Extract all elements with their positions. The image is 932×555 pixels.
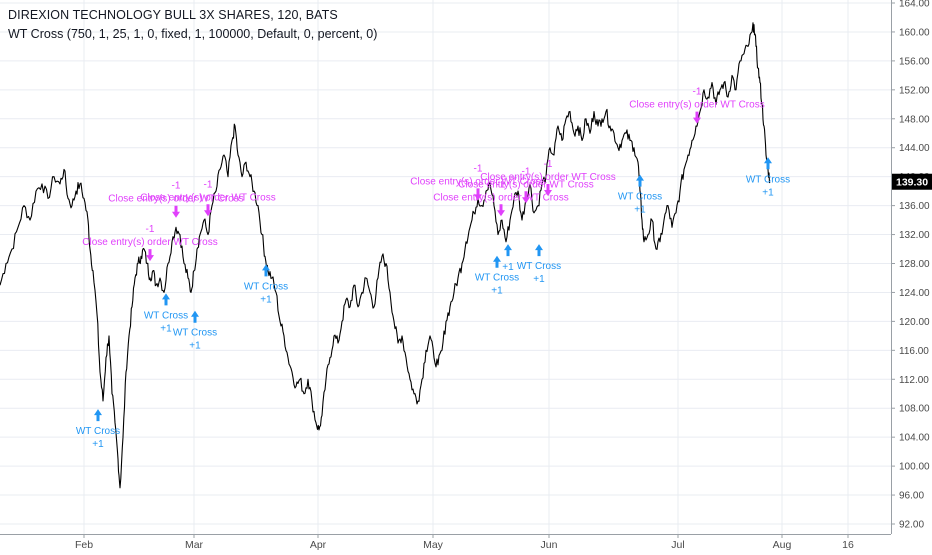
sell-signal-arrow xyxy=(146,249,154,262)
price-tick-label: 164.00 xyxy=(899,0,930,10)
buy-signal-qty: +1 xyxy=(533,274,545,285)
price-line xyxy=(0,22,771,489)
buy-signal-qty: +1 xyxy=(189,341,201,352)
price-series xyxy=(0,22,771,489)
sell-signal-arrow xyxy=(544,184,552,197)
buy-signal-qty: +1 xyxy=(92,439,104,450)
price-tick-label: 96.00 xyxy=(899,491,924,502)
buy-signal-label: WT Cross xyxy=(517,261,561,272)
price-tick-label: 152.00 xyxy=(899,85,930,96)
last-price-label: 139.30 xyxy=(896,177,928,189)
time-tick-label: Jun xyxy=(541,539,558,550)
sell-signal-arrow xyxy=(204,204,212,217)
price-axis: 92.00 96.00 100.00 104.00 108.00 112.00 116.00… xyxy=(891,0,932,534)
price-tick-label: 100.00 xyxy=(899,462,930,473)
price-tick-label: 156.00 xyxy=(899,56,930,67)
time-tick-label: 16 xyxy=(842,539,854,550)
buy-signal-arrow xyxy=(764,157,772,170)
price-tick-label: 136.00 xyxy=(899,201,930,212)
price-tick-label: 112.00 xyxy=(899,375,929,386)
buy-signal-label: WT Cross xyxy=(144,310,188,321)
grid xyxy=(0,0,891,534)
buy-signal-label: WT Cross xyxy=(76,426,120,437)
price-tick-label: 144.00 xyxy=(899,143,930,154)
sell-signal-arrow xyxy=(522,191,530,204)
sell-signal-arrow xyxy=(172,205,180,218)
sell-signal-arrow xyxy=(693,111,701,124)
study-legend[interactable]: WT Cross (750, 1, 25, 1, 0, fixed, 1, 10… xyxy=(8,27,378,41)
buy-signal-arrow xyxy=(262,264,270,277)
sell-signal-label: Close entry(s) order WT Cross xyxy=(108,194,243,205)
buy-signal-arrow xyxy=(535,244,543,257)
buy-signal-qty: +1 xyxy=(634,205,646,216)
sell-signal-label: Close entry(s) order WT Cross xyxy=(629,100,764,111)
price-tick-label: 116.00 xyxy=(899,346,929,357)
time-tick-label: Jul xyxy=(671,539,684,550)
trade-signals: WT Cross+1WT Cross+1 WT Cross+1WT Cross+1… xyxy=(76,87,790,450)
price-tick-label: 128.00 xyxy=(899,259,930,270)
time-tick-label: Apr xyxy=(310,539,327,550)
time-axis: Feb Mar Apr May Jun Jul Aug 16 xyxy=(0,534,891,551)
time-tick-label: May xyxy=(423,539,444,550)
sell-signal-arrow xyxy=(497,204,505,217)
price-tick-label: 148.00 xyxy=(899,114,930,125)
buy-signal-label: WT Cross xyxy=(244,281,288,292)
sell-signal-label: Close entry(s) order WT Cross xyxy=(480,172,615,183)
time-tick-label: Mar xyxy=(185,539,204,550)
buy-signal-qty: +1 xyxy=(260,294,272,305)
sell-signal-qty: -1 xyxy=(204,179,213,190)
buy-signal-label: WT Cross xyxy=(746,174,790,185)
sell-signal-qty: -1 xyxy=(146,224,155,235)
price-tick-label: 120.00 xyxy=(899,317,930,328)
sell-signal-qty: -1 xyxy=(172,181,181,192)
sell-signal-qty: -1 xyxy=(544,159,553,170)
buy-signal-label: WT Cross xyxy=(475,273,519,284)
last-price-badge xyxy=(892,173,932,190)
buy-signal-qty: +1 xyxy=(762,187,774,198)
buy-signal-arrow xyxy=(504,244,512,257)
buy-signal-arrow xyxy=(94,409,102,422)
sell-signal-qty: -1 xyxy=(522,166,531,177)
price-tick-label: 132.00 xyxy=(899,230,930,241)
symbol-title[interactable]: DIREXION TECHNOLOGY BULL 3X SHARES, 120,… xyxy=(8,8,338,22)
sell-signal-qty: -1 xyxy=(497,179,506,190)
buy-signal-arrow xyxy=(191,310,199,323)
buy-signal-arrow xyxy=(636,174,644,187)
buy-signal-qty: +1 xyxy=(502,262,514,273)
sell-signal-arrow xyxy=(474,188,482,201)
sell-signal-qty: -1 xyxy=(474,163,483,174)
buy-signal-label: WT Cross xyxy=(173,328,217,339)
time-tick-label: Feb xyxy=(75,539,93,550)
buy-signal-arrow xyxy=(493,255,501,268)
time-tick-label: Aug xyxy=(773,539,792,550)
sell-signal-label: Close entry(s) order WT Cross xyxy=(433,192,568,203)
price-tick-label: 160.00 xyxy=(899,27,930,38)
buy-signal-label: WT Cross xyxy=(618,192,662,203)
price-tick-label: 92.00 xyxy=(899,520,924,531)
price-tick-label: 124.00 xyxy=(899,288,930,299)
buy-signal-qty: +1 xyxy=(160,323,172,334)
sell-signal-label: Close entry(s) order WT Cross xyxy=(82,237,217,248)
buy-signal-qty: +1 xyxy=(491,286,503,297)
sell-signal-qty: -1 xyxy=(693,87,702,98)
sell-signal-label: Close entry(s) order WT Cross xyxy=(140,192,275,203)
sell-signal-label: Close entry(s) order WT Cross xyxy=(458,179,593,190)
buy-signal-arrow xyxy=(162,293,170,306)
sell-signal-label: Close entry(s) order WT Cross xyxy=(410,176,545,187)
price-tick-label: 108.00 xyxy=(899,404,930,415)
price-tick-label: 104.00 xyxy=(899,433,930,444)
